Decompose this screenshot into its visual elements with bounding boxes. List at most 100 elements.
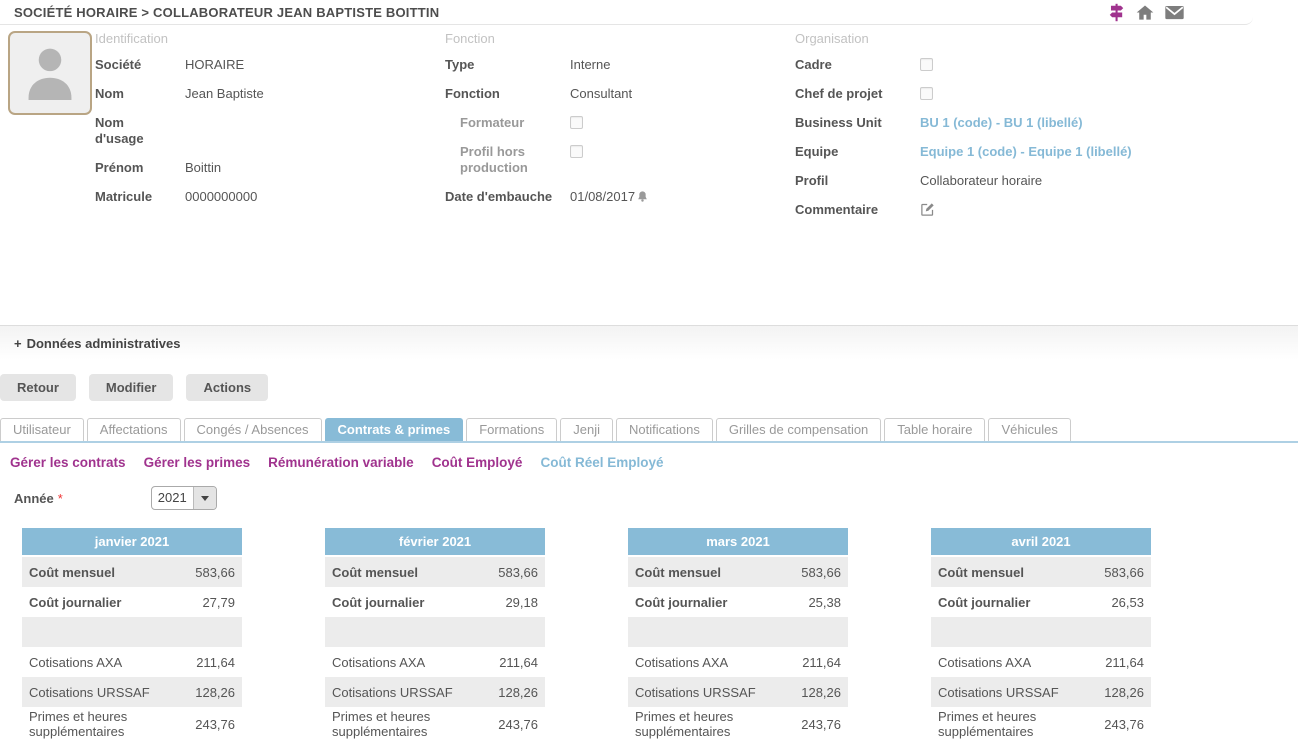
modifier-button[interactable]: Modifier (89, 374, 174, 401)
tab-formations[interactable]: Formations (466, 418, 557, 441)
tab-notifications[interactable]: Notifications (616, 418, 713, 441)
tab-table-horaire[interactable]: Table horaire (884, 418, 985, 441)
table-row: Cotisations URSSAF 128,26 (628, 677, 848, 707)
chevron-down-icon[interactable] (193, 487, 216, 509)
avatar (8, 31, 92, 115)
tab-contrats-primes[interactable]: Contrats & primes (325, 418, 464, 441)
subnav-link-co-t-employ-[interactable]: Coût Employé (432, 455, 523, 470)
month-header: avril 2021 (931, 528, 1151, 555)
cadre-label: Cadre (795, 57, 920, 73)
row-value: 211,64 (196, 655, 235, 670)
nom-usage-label: Nom d'usage (95, 115, 185, 147)
type-value: Interne (570, 57, 610, 73)
row-value: 128,26 (498, 685, 538, 700)
tab-jenji[interactable]: Jenji (560, 418, 613, 441)
table-row: Coût mensuel583,66 (325, 557, 545, 587)
row-label: Primes et heures supplémentaires (332, 709, 490, 739)
row-value: 25,38 (808, 595, 841, 610)
date-embauche-label: Date d'embauche (445, 189, 570, 207)
table-row: Primes et heures supplémentaires243,76 (628, 707, 848, 741)
retour-button[interactable]: Retour (0, 374, 76, 401)
tab-bar: UtilisateurAffectationsCongés / Absences… (0, 418, 1298, 443)
subnav-link-co-t-r-el-employ-[interactable]: Coût Réel Employé (540, 455, 663, 470)
cadre-checkbox[interactable] (920, 58, 933, 71)
prenom-value: Boittin (185, 160, 221, 176)
row-label: Cotisations AXA (938, 655, 1097, 670)
section-title: Organisation (795, 31, 1225, 46)
row-value: 583,66 (801, 565, 841, 580)
section-fonction: Fonction TypeInterne FonctionConsultant … (445, 31, 780, 220)
table-row: Cotisations URSSAF 128,26 (325, 677, 545, 707)
table-row-empty (325, 617, 545, 647)
row-value: 211,64 (499, 655, 538, 670)
tab-grilles-de-compensation[interactable]: Grilles de compensation (716, 418, 881, 441)
row-label: Cotisations AXA (332, 655, 491, 670)
row-label: Coût journalier (29, 595, 194, 610)
row-value: 128,26 (801, 685, 841, 700)
formateur-checkbox[interactable] (570, 116, 583, 129)
table-row: Coût mensuel 583,66 (628, 557, 848, 587)
societe-label: Société (95, 57, 185, 73)
month-header: janvier 2021 (22, 528, 242, 555)
row-label: Primes et heures supplémentaires (29, 709, 187, 739)
signpost-icon[interactable] (1107, 3, 1126, 22)
required-asterisk: * (58, 491, 63, 506)
profil-hors-production-label: Profil hors production (445, 144, 570, 176)
annee-label: Année (14, 491, 54, 506)
row-label: Cotisations AXA (29, 655, 188, 670)
year-dropdown-value: 2021 (152, 487, 193, 509)
row-label: Coût mensuel (938, 565, 1096, 580)
page-header: SOCIÉTÉ HORAIRE > COLLABORATEUR JEAN BAP… (0, 0, 1253, 25)
table-row: Primes et heures supplémentaires243,76 (22, 707, 242, 741)
row-value: 243,76 (498, 717, 538, 732)
table-row: Coût mensuel583,66 (22, 557, 242, 587)
equipe-link[interactable]: Equipe 1 (code) - Equipe 1 (libellé) (920, 144, 1132, 160)
table-row: Cotisations URSSAF 128,26 (931, 677, 1151, 707)
business-unit-link[interactable]: BU 1 (code) - BU 1 (libellé) (920, 115, 1083, 131)
chef-projet-checkbox[interactable] (920, 87, 933, 100)
bell-icon[interactable] (636, 191, 649, 206)
profil-hors-production-checkbox[interactable] (570, 145, 583, 158)
actions-button[interactable]: Actions (186, 374, 268, 401)
year-filter-row: Année * 2021 (14, 486, 1298, 510)
cost-table-mars-2021: mars 2021Coût mensuel583,66Coût journali… (628, 528, 848, 741)
row-label: Cotisations AXA (635, 655, 794, 670)
fonction-label: Fonction (445, 86, 570, 102)
table-row: Coût mensuel583,66 (931, 557, 1151, 587)
row-label: Primes et heures supplémentaires (635, 709, 793, 739)
year-dropdown[interactable]: 2021 (151, 486, 217, 510)
breadcrumb-title: SOCIÉTÉ HORAIRE > COLLABORATEUR JEAN BAP… (14, 5, 439, 20)
tab-v-hicules[interactable]: Véhicules (988, 418, 1070, 441)
profil-label: Profil (795, 173, 920, 189)
table-row: Cotisations AXA211,64 (628, 647, 848, 677)
row-label: Cotisations URSSAF (635, 685, 793, 700)
month-header: mars 2021 (628, 528, 848, 555)
subnav-link-g-rer-les-contrats[interactable]: Gérer les contrats (10, 455, 126, 470)
cost-table-avril-2021: avril 2021Coût mensuel583,66Coût journal… (931, 528, 1151, 741)
row-label: Coût mensuel (332, 565, 490, 580)
subnav-link-r-mun-ration-variable[interactable]: Rémunération variable (268, 455, 414, 470)
section-organisation: Organisation Cadre Chef de projet Busine… (795, 31, 1225, 234)
mail-icon[interactable] (1164, 4, 1185, 21)
tab-affectations[interactable]: Affectations (87, 418, 181, 441)
donnees-administratives-expander[interactable]: + Données administratives (0, 325, 1298, 360)
tab-cong-s-absences[interactable]: Congés / Absences (184, 418, 322, 441)
tab-utilisateur[interactable]: Utilisateur (0, 418, 84, 441)
row-label: Coût mensuel (635, 565, 793, 580)
row-label: Cotisations URSSAF (332, 685, 490, 700)
home-icon[interactable] (1135, 3, 1155, 22)
table-row: Coût journalier26,53 (931, 587, 1151, 617)
row-label: Cotisations URSSAF (938, 685, 1096, 700)
edit-comment-icon[interactable] (920, 202, 935, 221)
subnav-link-g-rer-les-primes[interactable]: Gérer les primes (144, 455, 251, 470)
table-row: Coût journalier29,18 (325, 587, 545, 617)
fonction-value: Consultant (570, 86, 632, 102)
prenom-label: Prénom (95, 160, 185, 176)
row-label: Coût mensuel (29, 565, 187, 580)
table-row: Primes et heures supplémentaires 243,76 (325, 707, 545, 741)
table-row: Cotisations AXA211,64 (931, 647, 1151, 677)
profil-value: Collaborateur horaire (920, 173, 1042, 189)
row-value: 128,26 (1104, 685, 1144, 700)
table-row: Cotisations AXA 211,64 (22, 647, 242, 677)
person-silhouette-icon (17, 39, 83, 108)
